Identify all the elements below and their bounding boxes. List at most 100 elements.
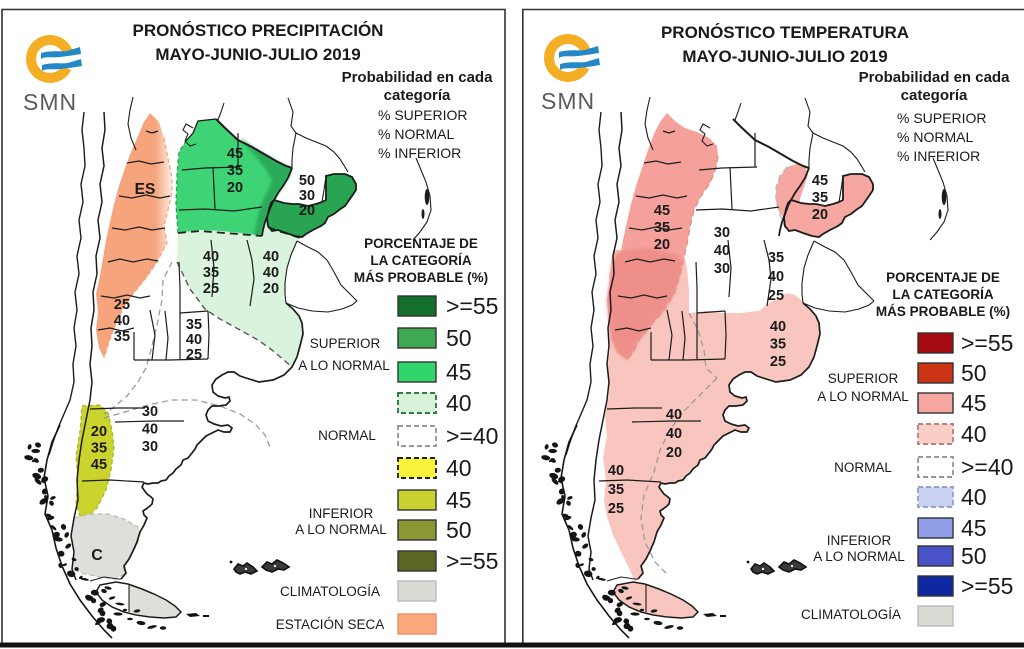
svg-text:A LO NORMAL: A LO NORMAL	[295, 522, 387, 537]
svg-text:>=55: >=55	[961, 330, 1013, 356]
svg-text:45: 45	[961, 390, 987, 416]
svg-text:CLIMATOLOGÍA: CLIMATOLOGÍA	[801, 607, 901, 622]
svg-text:30: 30	[714, 225, 730, 241]
svg-text:35: 35	[608, 482, 624, 498]
svg-text:INFERIOR: INFERIOR	[309, 506, 374, 521]
svg-text:20: 20	[812, 207, 828, 223]
svg-text:20: 20	[654, 237, 670, 253]
svg-text:35: 35	[203, 265, 219, 281]
svg-text:20: 20	[263, 281, 279, 297]
svg-text:NORMAL: NORMAL	[834, 460, 892, 475]
svg-text:40: 40	[961, 421, 987, 447]
svg-text:SUPERIOR: SUPERIOR	[310, 336, 381, 351]
svg-text:SMN: SMN	[23, 89, 77, 115]
svg-text:35: 35	[186, 317, 202, 333]
svg-text:% INFERIOR: % INFERIOR	[897, 148, 980, 164]
svg-text:ES: ES	[135, 181, 156, 198]
svg-text:MÁS PROBABLE (%): MÁS PROBABLE (%)	[876, 304, 1010, 319]
svg-text:30: 30	[142, 439, 158, 455]
svg-text:MAYO-JUNIO-JULIO 2019: MAYO-JUNIO-JULIO 2019	[155, 45, 360, 64]
svg-text:35: 35	[768, 250, 784, 266]
svg-text:PRONÓSTICO PRECIPITACIÓN: PRONÓSTICO PRECIPITACIÓN	[133, 21, 384, 40]
svg-text:35: 35	[227, 163, 243, 179]
svg-text:A LO NORMAL: A LO NORMAL	[298, 358, 390, 373]
svg-text:MÁS PROBABLE (%): MÁS PROBABLE (%)	[354, 270, 488, 285]
svg-text:40: 40	[186, 332, 202, 348]
svg-text:45: 45	[812, 173, 828, 189]
svg-text:LA CATEGORÍA: LA CATEGORÍA	[370, 253, 471, 268]
svg-text:35: 35	[654, 220, 670, 236]
svg-text:>=55: >=55	[446, 293, 498, 319]
svg-text:25: 25	[608, 501, 624, 517]
svg-text:20: 20	[666, 445, 682, 461]
svg-text:35: 35	[770, 337, 786, 353]
svg-text:50: 50	[446, 325, 472, 351]
svg-text:Probabilidad en cada: Probabilidad en cada	[859, 69, 1011, 86]
svg-text:25: 25	[114, 297, 130, 313]
svg-text:25: 25	[186, 347, 202, 363]
svg-text:>=55: >=55	[961, 573, 1013, 599]
svg-text:25: 25	[768, 288, 784, 304]
svg-text:ESTACIÓN SECA: ESTACIÓN SECA	[276, 617, 385, 632]
svg-text:>=55: >=55	[446, 548, 498, 574]
svg-text:>=40: >=40	[446, 423, 498, 449]
svg-text:A LO NORMAL: A LO NORMAL	[813, 549, 905, 564]
svg-text:35: 35	[114, 329, 130, 345]
svg-text:45: 45	[654, 203, 670, 219]
svg-text:categoría: categoría	[384, 87, 451, 104]
svg-text:LA CATEGORÍA: LA CATEGORÍA	[892, 287, 993, 302]
svg-text:50: 50	[961, 360, 987, 386]
svg-text:categoría: categoría	[901, 87, 968, 104]
svg-text:35: 35	[812, 190, 828, 206]
svg-text:40: 40	[770, 319, 786, 335]
svg-text:40: 40	[263, 265, 279, 281]
svg-text:NORMAL: NORMAL	[318, 428, 376, 443]
svg-text:PORCENTAJE DE: PORCENTAJE DE	[364, 236, 478, 251]
svg-text:MAYO-JUNIO-JULIO 2019: MAYO-JUNIO-JULIO 2019	[682, 47, 887, 66]
svg-text:40: 40	[203, 249, 219, 265]
svg-text:25: 25	[203, 281, 219, 297]
svg-text:20: 20	[299, 203, 315, 219]
svg-text:PRONÓSTICO TEMPERATURA: PRONÓSTICO TEMPERATURA	[661, 23, 909, 42]
svg-text:% SUPERIOR: % SUPERIOR	[897, 110, 986, 126]
svg-text:50: 50	[961, 543, 987, 569]
svg-text:45: 45	[91, 457, 107, 473]
svg-text:40: 40	[608, 463, 624, 479]
svg-text:30: 30	[299, 188, 315, 204]
svg-text:40: 40	[114, 313, 130, 329]
svg-text:40: 40	[666, 407, 682, 423]
svg-text:40: 40	[714, 243, 730, 259]
svg-text:% NORMAL: % NORMAL	[378, 126, 454, 142]
svg-text:50: 50	[299, 173, 315, 189]
svg-text:A LO NORMAL: A LO NORMAL	[817, 389, 909, 404]
svg-text:40: 40	[446, 390, 472, 416]
svg-text:% INFERIOR: % INFERIOR	[378, 145, 461, 161]
svg-text:20: 20	[227, 180, 243, 196]
svg-text:40: 40	[666, 426, 682, 442]
svg-text:40: 40	[142, 422, 158, 438]
svg-text:% SUPERIOR: % SUPERIOR	[378, 107, 467, 123]
svg-text:20: 20	[91, 424, 107, 440]
svg-text:40: 40	[768, 269, 784, 285]
svg-text:>=40: >=40	[961, 454, 1013, 480]
svg-text:45: 45	[446, 487, 472, 513]
svg-text:% NORMAL: % NORMAL	[897, 129, 973, 145]
svg-text:C: C	[91, 547, 103, 564]
svg-text:CLIMATOLOGÍA: CLIMATOLOGÍA	[280, 584, 380, 599]
svg-text:PORCENTAJE DE: PORCENTAJE DE	[886, 270, 1000, 285]
svg-text:35: 35	[91, 441, 107, 457]
svg-text:45: 45	[961, 515, 987, 541]
svg-text:25: 25	[770, 354, 786, 370]
svg-text:30: 30	[714, 261, 730, 277]
svg-text:45: 45	[227, 146, 243, 162]
svg-text:40: 40	[446, 455, 472, 481]
svg-text:45: 45	[446, 359, 472, 385]
svg-text:40: 40	[263, 249, 279, 265]
svg-text:50: 50	[446, 517, 472, 543]
svg-text:Probabilidad en cada: Probabilidad en cada	[342, 69, 494, 86]
svg-text:INFERIOR: INFERIOR	[827, 533, 892, 548]
svg-text:SMN: SMN	[541, 88, 595, 114]
svg-text:SUPERIOR: SUPERIOR	[828, 371, 899, 386]
svg-text:30: 30	[142, 404, 158, 420]
svg-text:40: 40	[961, 484, 987, 510]
